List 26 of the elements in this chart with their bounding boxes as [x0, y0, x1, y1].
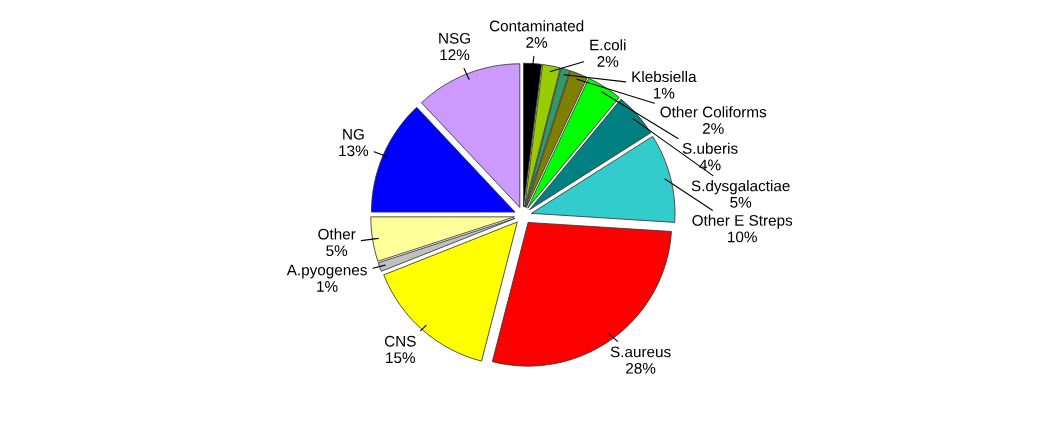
slice-label: S.uberis	[682, 142, 738, 154]
data-label: 5%	[326, 245, 348, 257]
data-label: 1%	[317, 281, 338, 292]
slice-label: S.aureus	[610, 346, 671, 358]
slice-label: S.dysgalactiae	[691, 180, 790, 195]
data-label: 12%	[440, 49, 470, 61]
data-label: 2%	[702, 123, 724, 134]
slice-label: NG	[343, 128, 364, 140]
slice-label: Klebsiella	[632, 70, 697, 83]
data-label: 2%	[526, 37, 548, 48]
slice-label: Other Coliforms	[660, 106, 767, 118]
slice-label: E.coli	[590, 39, 626, 51]
data-label: 2%	[597, 56, 619, 67]
slice-label: A.pyogenes	[286, 264, 367, 279]
data-label: 15%	[386, 352, 416, 364]
data-label: 10%	[728, 231, 757, 243]
data-label: 5%	[730, 196, 752, 208]
data-label: 4%	[699, 159, 721, 171]
data-label: 1%	[653, 87, 675, 99]
slice-label: Other E Streps	[692, 214, 793, 229]
data-label: 13%	[339, 145, 369, 157]
slice-label: Contaminated	[489, 20, 584, 32]
data-label: 28%	[626, 362, 656, 374]
slice-label: Other	[318, 228, 356, 240]
slice-label: CNS	[384, 335, 416, 347]
slice-label: NSG	[439, 32, 470, 44]
